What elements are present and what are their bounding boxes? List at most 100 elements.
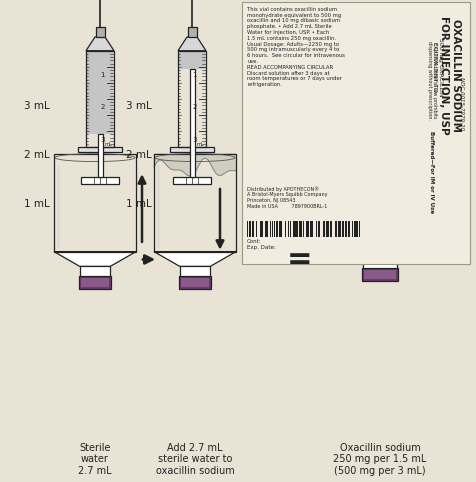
Bar <box>362 268 397 281</box>
Bar <box>170 147 214 152</box>
Bar <box>178 51 206 147</box>
Bar <box>274 221 275 237</box>
Bar <box>347 221 349 237</box>
Bar <box>96 27 105 37</box>
Text: 2 mL: 2 mL <box>126 150 152 160</box>
Bar <box>54 154 136 252</box>
Bar <box>354 221 357 237</box>
Bar <box>295 221 298 237</box>
Polygon shape <box>336 244 424 258</box>
Bar <box>352 221 353 237</box>
Text: mL: mL <box>197 142 204 147</box>
Text: CAUTION: Federal law prohibits
dispensing without prescription.: CAUTION: Federal law prohibits dispensin… <box>426 41 437 120</box>
Bar <box>256 221 257 237</box>
Bar <box>363 258 397 268</box>
Text: 3 mL: 3 mL <box>126 101 152 111</box>
Bar <box>86 51 114 147</box>
Bar <box>272 221 273 237</box>
Text: Buffered—For IM or IV Use: Buffered—For IM or IV Use <box>429 132 435 214</box>
Polygon shape <box>178 37 206 51</box>
Bar <box>276 221 277 237</box>
Text: Add 2.7 mL
sterile water to
oxacillin sodium: Add 2.7 mL sterile water to oxacillin so… <box>156 442 234 476</box>
Bar <box>267 221 268 237</box>
Bar <box>154 154 236 252</box>
Bar <box>307 221 308 237</box>
Bar <box>179 266 210 276</box>
Text: 1: 1 <box>192 72 197 78</box>
Bar <box>308 221 309 237</box>
Bar <box>287 221 288 237</box>
Bar <box>249 221 251 237</box>
Bar <box>318 221 320 237</box>
Bar <box>306 221 307 237</box>
Bar <box>342 221 344 237</box>
Bar <box>285 221 286 237</box>
Bar <box>80 278 109 287</box>
Bar <box>284 221 285 237</box>
Bar <box>188 27 197 37</box>
Bar <box>260 221 262 237</box>
Text: 2: 2 <box>193 104 197 110</box>
Bar <box>299 221 302 237</box>
Bar <box>328 221 329 237</box>
Bar <box>340 221 341 237</box>
Text: This vial contains oxacillin sodium
monohydrate equivalent to 500 mg
oxacillin a: This vial contains oxacillin sodium mono… <box>247 7 345 87</box>
Bar <box>247 221 248 237</box>
Bar <box>81 177 119 184</box>
Text: =: = <box>287 245 313 274</box>
Polygon shape <box>154 154 236 176</box>
Text: 500 mg OXACILLIN
EQUIVALENT TO: 500 mg OXACILLIN EQUIVALENT TO <box>433 38 444 97</box>
Bar <box>336 136 424 244</box>
Bar <box>303 221 305 237</box>
Bar <box>179 51 205 69</box>
Polygon shape <box>154 252 236 266</box>
Bar <box>337 136 423 206</box>
Polygon shape <box>54 252 136 266</box>
Bar <box>173 177 211 184</box>
Bar <box>266 221 267 237</box>
Bar <box>335 221 337 237</box>
Bar <box>262 221 263 237</box>
Bar <box>79 266 110 276</box>
Bar <box>357 221 358 237</box>
Bar <box>242 2 470 264</box>
Bar <box>365 270 396 279</box>
Bar <box>189 69 195 177</box>
Bar <box>98 134 102 177</box>
Bar <box>329 221 332 237</box>
Bar <box>309 221 312 237</box>
Text: 3: 3 <box>100 136 105 143</box>
Bar <box>279 221 282 237</box>
Bar <box>323 221 325 237</box>
Bar <box>252 221 253 237</box>
Bar <box>338 221 340 237</box>
Text: Oxacillin sodium
250 mg per 1.5 mL
(500 mg per 3 mL): Oxacillin sodium 250 mg per 1.5 mL (500 … <box>333 442 426 476</box>
Bar <box>294 221 295 237</box>
Bar <box>270 221 271 237</box>
Text: 2 mL: 2 mL <box>24 150 50 160</box>
Text: Cont:
Exp. Date:: Cont: Exp. Date: <box>247 239 276 250</box>
Text: mL: mL <box>104 142 112 147</box>
Text: 2: 2 <box>100 104 105 110</box>
Bar <box>253 221 254 237</box>
Text: 3: 3 <box>192 136 197 143</box>
Polygon shape <box>86 37 114 51</box>
Bar <box>290 221 291 237</box>
Bar <box>87 51 113 134</box>
Text: 3 mL: 3 mL <box>24 101 50 111</box>
Bar <box>349 221 350 237</box>
Text: Distributed by APOTHECON®
A Bristol-Myers Squibb Company
Princeton, NJ 08543
Mad: Distributed by APOTHECON® A Bristol-Myer… <box>247 186 327 209</box>
Bar <box>312 221 313 237</box>
Bar <box>359 221 360 237</box>
Bar <box>79 276 111 289</box>
Bar <box>326 221 328 237</box>
Text: 1 mL: 1 mL <box>126 199 152 209</box>
Bar <box>334 221 335 237</box>
Text: 1: 1 <box>100 72 105 78</box>
Bar <box>316 221 317 237</box>
Text: 1 mL: 1 mL <box>24 199 50 209</box>
Text: OXACILLIN SODIUM
FOR INJECTION, USP: OXACILLIN SODIUM FOR INJECTION, USP <box>439 16 461 135</box>
Bar <box>314 221 315 237</box>
Text: Sterile
water
2.7 mL: Sterile water 2.7 mL <box>78 442 112 476</box>
Bar <box>345 221 347 237</box>
